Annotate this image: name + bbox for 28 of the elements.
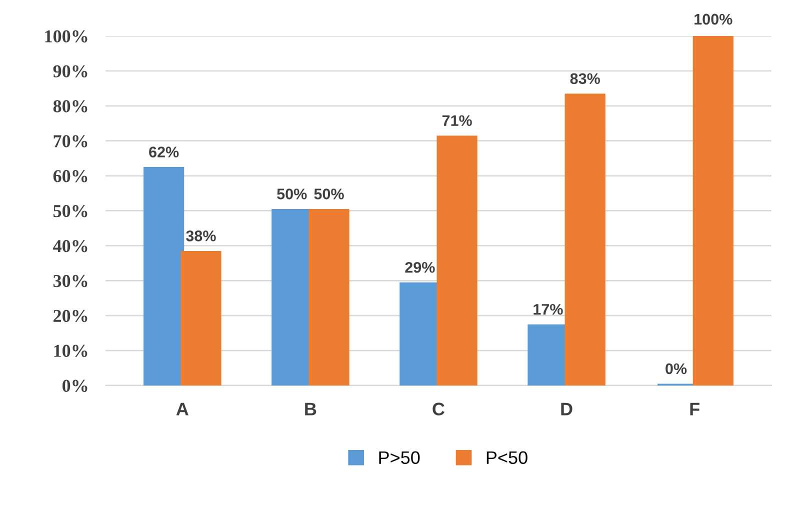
y-tick-label: 10% xyxy=(54,344,88,358)
data-label: 71% xyxy=(442,115,472,126)
y-tick-label: 20% xyxy=(54,310,88,322)
x-tick-label: B xyxy=(305,402,316,416)
data-label: 83% xyxy=(570,73,600,84)
y-tick-label: 70% xyxy=(54,135,88,148)
y-tick-label: 40% xyxy=(53,240,88,252)
data-label: 50% xyxy=(314,188,344,200)
data-label: 38% xyxy=(186,230,216,242)
x-tick-label: F xyxy=(690,402,700,416)
y-tick-label: 80% xyxy=(53,100,88,112)
y-tick-label: 50% xyxy=(54,204,88,218)
data-label: 100% xyxy=(694,14,732,25)
x-tick-label: D xyxy=(561,402,572,416)
legend-label: P>50 xyxy=(379,451,420,464)
y-tick-label: 60% xyxy=(53,170,88,182)
data-label: 62% xyxy=(149,146,179,158)
y-tick-label: 30% xyxy=(53,274,88,288)
data-label: 29% xyxy=(405,262,435,273)
data-label: 50% xyxy=(277,188,307,200)
x-tick-label: C xyxy=(432,402,445,416)
y-tick-label: 100% xyxy=(45,30,88,42)
y-tick-label: 90% xyxy=(53,65,88,78)
x-tick-label: A xyxy=(176,402,188,416)
legend-label: P<50 xyxy=(486,451,528,464)
y-tick-label: 0% xyxy=(62,380,88,392)
data-label: 17% xyxy=(534,304,563,315)
data-label: 0% xyxy=(666,363,687,374)
